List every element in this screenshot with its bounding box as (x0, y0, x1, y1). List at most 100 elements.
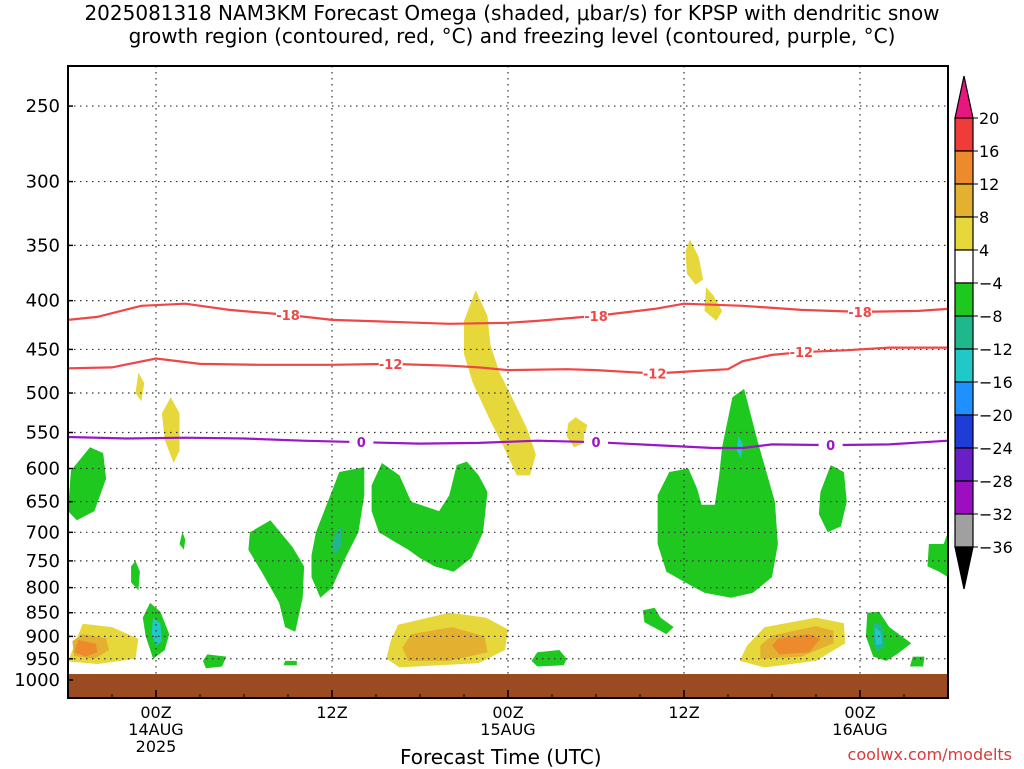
omega-shading (68, 239, 948, 669)
contour-label-2-0: 0 (357, 436, 366, 451)
colorbar-bin-9 (954, 381, 974, 416)
plot-frame (67, 65, 949, 699)
omega-region-up4 (685, 239, 704, 285)
omega-region-up4 (135, 372, 145, 402)
colorbar-bin-4 (954, 216, 974, 251)
y-tick-label-650: 650 (26, 492, 60, 513)
x-tick-label-4-0: 00Z (844, 703, 875, 722)
contour-label-bg (642, 364, 667, 382)
y-tick-label-350: 350 (26, 235, 60, 256)
omega-region-dn4 (68, 447, 107, 521)
omega-region-dn4 (371, 461, 488, 572)
colorbar-label-5: −4 (979, 274, 1003, 293)
omega-region-up4 (464, 290, 536, 476)
omega-region-dn4 (642, 607, 674, 635)
omega-region-dn4 (283, 660, 297, 666)
colorbar-label-6: −8 (979, 307, 1003, 326)
y-tick-label-300: 300 (26, 172, 60, 193)
y-tick-label-900: 900 (26, 626, 60, 647)
contour-lines: -18 -18 -18 -12 -12 -12 0 0 0 (67, 302, 949, 454)
y-tick-label-600: 600 (26, 459, 60, 480)
chart-title-line1: 2025081318 NAM3KM Forecast Omega (shaded… (84, 1, 940, 25)
colorbar-top-arrow (954, 75, 974, 119)
x-tick-label-2-0: 00Z (492, 703, 523, 722)
omega-region-up12 (772, 634, 821, 655)
credit-link[interactable]: coolwx.com/modelts (847, 745, 1012, 764)
x-tick-label-1-0: 12Z (316, 703, 347, 722)
x-tick-label-0-1: 14AUG (128, 720, 183, 739)
omega-region-dn4 (131, 560, 140, 591)
contour-label-bg (789, 343, 814, 361)
omega-region-up12 (73, 640, 98, 657)
colorbar-bin-12 (954, 480, 974, 515)
contour-2 (67, 435, 949, 450)
contour-label-0-0: -18 (276, 309, 300, 324)
colorbar-label-3: 8 (979, 208, 989, 227)
omega-region-dn4 (927, 532, 948, 578)
omega-region-dn4 (909, 656, 925, 667)
contour-label-bg (378, 354, 403, 372)
colorbar-label-0: 20 (979, 109, 999, 128)
y-tick-label-550: 550 (26, 422, 60, 443)
x-axis-label: Forecast Time (UTC) (400, 745, 602, 769)
x-tick-label-0-2: 2025 (136, 737, 177, 756)
contour-label-1-1: -12 (643, 368, 667, 383)
y-tick-label-250: 250 (26, 96, 60, 117)
colorbar-bin-3 (954, 183, 974, 218)
y-tick-label-700: 700 (26, 522, 60, 543)
colorbar-bin-1 (954, 117, 974, 152)
x-tick-label-2-1: 15AUG (480, 720, 535, 739)
y-tick-label-1000: 1000 (14, 670, 60, 691)
contour-label-1-2: -12 (790, 346, 814, 361)
chart-title-line2: growth region (contoured, red, °C) and f… (128, 24, 896, 48)
colorbar-bottom-arrow (954, 546, 974, 590)
contour-label-bg (848, 302, 872, 320)
omega-region-dn4 (818, 465, 847, 533)
omega-region-dn4 (179, 532, 186, 550)
x-tick-label-0-0: 00Z (140, 703, 171, 722)
colorbar-label-1: 16 (979, 142, 999, 161)
colorbar-label-13: −36 (979, 538, 1013, 557)
contour-label-0-2: -18 (848, 306, 872, 321)
omega-region-dn4 (248, 520, 305, 632)
y-tick-label-450: 450 (26, 339, 60, 360)
colorbar-bin-6 (954, 282, 974, 317)
colorbar-label-10: −24 (979, 439, 1013, 458)
contour-label-1-0: -12 (379, 358, 403, 373)
colorbar-bin-13 (954, 513, 974, 548)
contour-label-bg (818, 436, 843, 454)
colorbar-bin-10 (954, 414, 974, 449)
y-tick-label-400: 400 (26, 291, 60, 312)
omega-region-dn8 (151, 617, 162, 646)
colorbar-bin-5 (954, 249, 974, 284)
contour-label-bg (276, 305, 300, 323)
contour-label-bg (584, 433, 608, 451)
colorbar-label-7: −12 (979, 340, 1013, 359)
omega-region-up4 (566, 417, 588, 448)
colorbar-label-9: −20 (979, 406, 1013, 425)
omega-region-up4 (161, 397, 180, 463)
x-tick-label-3-0: 12Z (668, 703, 699, 722)
contour-label-0-1: -18 (584, 310, 608, 325)
colorbar: 20 16 12 8 4 −4 −8 −12 −16 −20 −24 −28 −32 −36 (954, 75, 1013, 590)
omega-region-dn8 (332, 526, 343, 556)
colorbar-bin-11 (954, 447, 974, 482)
colorbar-label-12: −32 (979, 505, 1013, 524)
contour-label-bg (584, 306, 608, 324)
colorbar-label-11: −28 (979, 472, 1013, 491)
y-tick-label-750: 750 (26, 551, 60, 572)
x-tick-label-4-1: 16AUG (832, 720, 887, 739)
y-tick-label-500: 500 (26, 383, 60, 404)
chart-title: 2025081318 NAM3KM Forecast Omega (shaded… (0, 2, 1024, 48)
y-axis: 2503003504004505005506006507007508008509… (14, 96, 73, 691)
colorbar-bin-7 (954, 315, 974, 350)
contour-label-2-2: 0 (826, 439, 835, 454)
colorbar-label-4: 4 (979, 241, 989, 260)
contour-0 (67, 302, 949, 325)
y-tick-label-850: 850 (26, 603, 60, 624)
colorbar-bin-2 (954, 150, 974, 185)
contour-label-2-1: 0 (591, 436, 600, 451)
omega-region-dn4 (657, 388, 778, 598)
